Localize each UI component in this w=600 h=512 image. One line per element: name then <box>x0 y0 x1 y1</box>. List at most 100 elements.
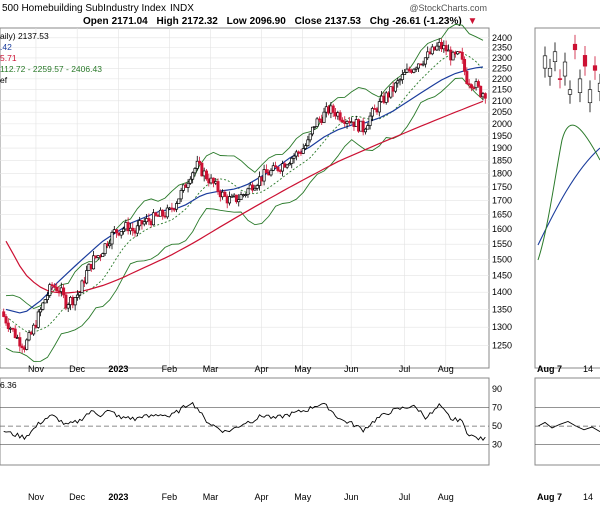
candle-down <box>357 119 361 132</box>
candle-up <box>306 139 310 146</box>
candle-up <box>315 118 319 127</box>
candle-up <box>122 228 126 232</box>
candle-up <box>36 311 40 328</box>
candle-down <box>317 118 321 121</box>
candle-down <box>278 170 282 172</box>
candle-up <box>191 172 195 180</box>
candle-down <box>62 287 66 296</box>
rsi-x-tick-label: May <box>294 492 312 502</box>
candle-up <box>202 170 206 177</box>
candle-down <box>57 290 61 293</box>
candle-up <box>112 229 116 233</box>
candle-up <box>287 163 291 166</box>
candle-up <box>96 255 100 258</box>
price-panel-frame <box>0 27 490 369</box>
candle-down <box>163 215 167 218</box>
legend-ma50: .42 <box>0 42 12 52</box>
candle-up <box>474 81 478 89</box>
candle-up <box>124 222 128 230</box>
rsi-x-tick-label: Jun <box>344 492 359 502</box>
candle-up <box>45 295 49 300</box>
price-y-tick-label: 2150 <box>492 85 512 95</box>
candle-up <box>269 169 273 176</box>
bollinger-middle-line <box>5 52 484 333</box>
candle-down <box>338 112 342 121</box>
candle-down <box>64 294 68 309</box>
candle-up <box>119 231 123 236</box>
price-x-tick-label: Feb <box>162 364 178 374</box>
price-y-tick-label: 1250 <box>492 341 512 351</box>
moving-averages <box>5 66 484 314</box>
rsi-x-tick-label: Feb <box>162 492 178 502</box>
candle-up <box>405 68 409 73</box>
candle-down <box>251 184 255 191</box>
price-y-tick-label: 2000 <box>492 119 512 129</box>
candle-up <box>135 225 139 234</box>
candle-up <box>308 133 312 141</box>
candle-up <box>292 155 296 159</box>
price-candles <box>2 38 487 354</box>
candle-down <box>347 121 351 123</box>
candle-down <box>11 327 15 330</box>
candle-up <box>281 163 285 172</box>
candle-up <box>389 86 393 98</box>
candle-down <box>34 324 38 328</box>
candle-up <box>32 324 36 335</box>
candle-up <box>246 188 250 195</box>
candle-down <box>170 207 174 210</box>
price-x-tick-label: Aug <box>438 364 454 374</box>
price-y-tick-label: 1900 <box>492 143 512 153</box>
price-y-tick-label: 2200 <box>492 74 512 84</box>
candle-up <box>239 194 243 200</box>
candle-down <box>71 297 75 306</box>
candle-up <box>257 176 261 186</box>
candle-up <box>179 190 183 200</box>
candle-up <box>336 112 340 117</box>
candle-down <box>218 191 222 198</box>
candle-up <box>396 80 400 84</box>
candle-up <box>195 160 199 169</box>
price-y-tick-label: 2100 <box>492 96 512 106</box>
bollinger-bands <box>5 23 484 362</box>
candle-up <box>380 95 384 102</box>
legend-bollinger: 112.72 - 2259.57 - 2406.43 <box>0 64 102 74</box>
candle-down <box>98 255 102 257</box>
rsi-x-tick-label: Nov <box>28 492 45 502</box>
candle-up <box>193 168 197 174</box>
candle-up <box>101 253 105 257</box>
candle-up <box>168 207 172 210</box>
candle-up <box>451 51 455 61</box>
legend-volume: ef <box>0 75 8 85</box>
watermark: @StockCharts.com <box>409 3 487 13</box>
candle-up <box>85 270 89 284</box>
candle-up <box>221 191 225 198</box>
ohlc-readout: Open 2171.04 High 2172.32 Low 2096.90 Close… <box>83 16 477 27</box>
candle-up <box>16 337 20 339</box>
inset-candle-down <box>582 55 588 67</box>
candle-down <box>449 49 453 61</box>
inset-x-tick-label: Aug 7 <box>537 364 562 374</box>
candle-up <box>271 165 275 171</box>
candle-up <box>481 93 485 98</box>
candle-down <box>131 227 135 232</box>
candle-down <box>460 51 464 60</box>
inset-rsi-x-tick-label: 14 <box>583 492 593 502</box>
candle-down <box>20 345 24 349</box>
candle-down <box>444 45 448 52</box>
candle-up <box>87 263 91 271</box>
rsi-x-tick-label: Apr <box>254 492 268 502</box>
candle-down <box>373 108 377 110</box>
candle-down <box>343 121 347 124</box>
candle-down <box>149 220 153 226</box>
inset-candle-down <box>572 43 578 51</box>
candle-down <box>361 120 365 133</box>
candle-up <box>285 164 289 168</box>
rsi-y-axis: 30 50 70 90 <box>492 384 502 449</box>
candle-down <box>419 63 423 66</box>
inset-price-candles <box>542 34 600 113</box>
candle-down <box>225 196 229 204</box>
candle-down <box>184 184 188 188</box>
candle-down <box>216 181 220 192</box>
candle-up <box>350 121 354 124</box>
